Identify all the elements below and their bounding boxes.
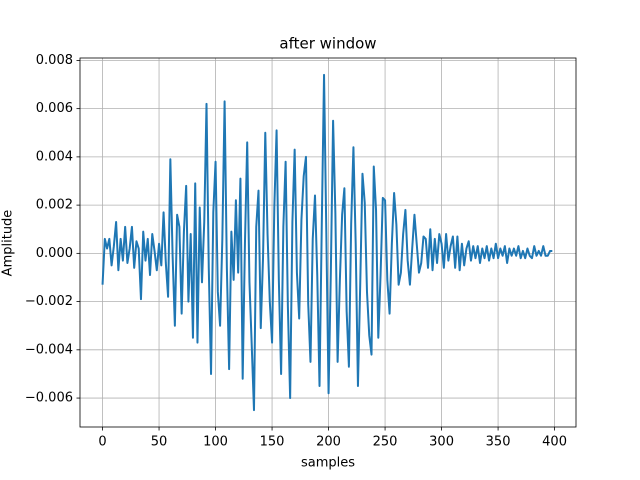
x-tick-label: 50 [151, 435, 168, 450]
y-tick-label: −0.004 [25, 342, 73, 357]
x-tick-label: 100 [203, 435, 228, 450]
data-line [101, 73, 553, 412]
chart-title: after window [279, 35, 376, 53]
y-tick-label: 0.006 [36, 101, 73, 116]
y-tick-label: −0.006 [25, 391, 73, 406]
y-tick-label: −0.002 [25, 294, 73, 309]
x-tick-label: 0 [98, 435, 106, 450]
y-tick-label: 0.004 [36, 149, 73, 164]
x-tick-label: 150 [260, 435, 285, 450]
y-tick-label: 0.000 [36, 246, 73, 261]
y-tick-label: 0.008 [36, 53, 73, 68]
x-axis-label: samples [301, 456, 355, 471]
x-tick-label: 300 [429, 435, 454, 450]
y-tick-label: 0.002 [36, 198, 73, 213]
plot-frame [79, 57, 577, 428]
x-tick-label: 400 [542, 435, 567, 450]
x-tick-label: 250 [373, 435, 398, 450]
x-tick-label: 200 [316, 435, 341, 450]
y-axis-label: Amplitude [1, 210, 16, 277]
x-tick-label: 350 [486, 435, 511, 450]
